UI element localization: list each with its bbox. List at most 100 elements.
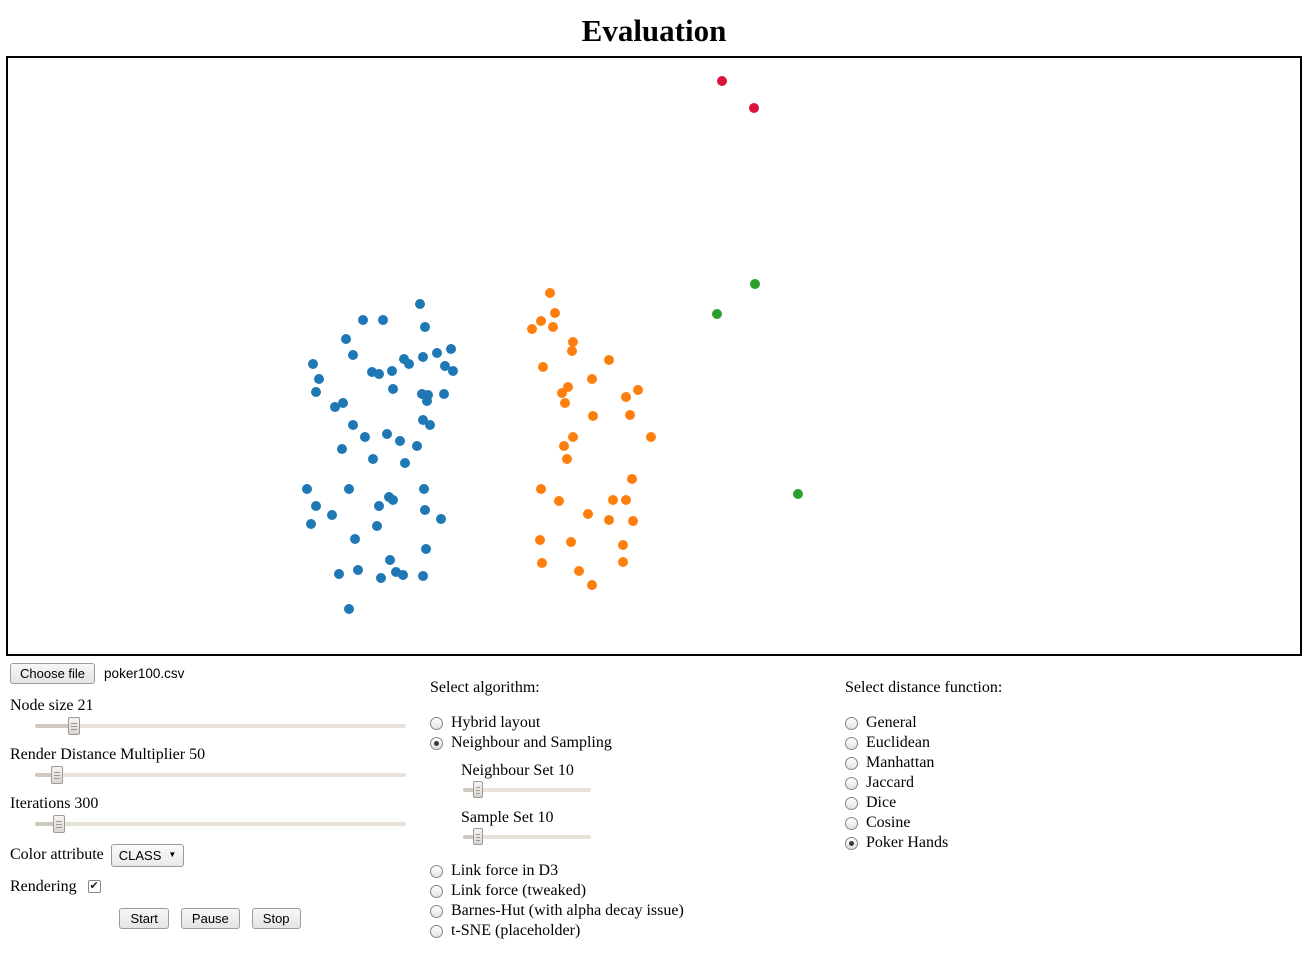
radio-barnes-hut-with-alpha-decay-issue[interactable]: Barnes-Hut (with alpha decay issue) <box>430 901 842 921</box>
radio-link-force-in-d3[interactable]: Link force in D3 <box>430 861 842 881</box>
scatter-point-class-orange <box>567 346 577 356</box>
controls-panel: Choose file poker100.csv Node size 21 Ren… <box>6 656 1302 952</box>
scatter-point-class-red <box>717 76 727 86</box>
scatter-point-class-orange <box>563 382 573 392</box>
radio-jaccard[interactable]: Jaccard <box>845 773 1165 793</box>
scatter-point-class-blue <box>311 387 321 397</box>
scatter-point-class-orange <box>621 495 631 505</box>
scatter-point-class-blue <box>330 402 340 412</box>
scatter-point-class-blue <box>388 384 398 394</box>
scatter-point-class-orange <box>568 432 578 442</box>
distance-function-column: Select distance function: General Euclide… <box>845 656 1165 853</box>
scatter-point-class-blue <box>422 396 432 406</box>
radio-link-force-tweaked[interactable]: Link force (tweaked) <box>430 881 842 901</box>
scatter-point-class-blue <box>302 484 312 494</box>
scatter-point-class-orange <box>587 374 597 384</box>
algorithm-heading: Select algorithm: <box>430 679 540 696</box>
scatter-point-class-orange <box>587 580 597 590</box>
sample-set-slider-thumb[interactable] <box>472 828 483 845</box>
scatter-point-class-orange <box>568 337 578 347</box>
scatter-point-class-orange <box>548 322 558 332</box>
scatter-point-class-orange <box>628 516 638 526</box>
node-size-slider[interactable] <box>35 715 406 737</box>
rendering-checkbox[interactable]: ✔ <box>87 880 101 893</box>
scatter-point-class-blue <box>448 366 458 376</box>
node-size-slider-track[interactable] <box>35 724 406 728</box>
iterations-slider-track[interactable] <box>35 822 406 826</box>
iterations-slider[interactable] <box>35 813 406 835</box>
iterations-label: Iterations 300 <box>10 795 99 812</box>
neighbour-set-slider-thumb[interactable] <box>472 781 483 798</box>
node-size-slider-fill <box>35 724 74 728</box>
pause-button[interactable]: Pause <box>180 908 240 929</box>
radio-button-icon <box>430 864 443 878</box>
scatter-point-class-blue <box>440 361 450 371</box>
radio-cosine[interactable]: Cosine <box>845 813 1165 833</box>
scatter-point-class-blue <box>372 521 382 531</box>
iterations-slider-thumb[interactable] <box>53 815 66 833</box>
radio-label: Manhattan <box>866 754 935 771</box>
radio-button-icon <box>845 796 858 810</box>
scatter-point-class-blue <box>337 444 347 454</box>
start-button[interactable]: Start <box>119 908 169 929</box>
radio-label: Link force (tweaked) <box>451 882 587 899</box>
scatter-point-class-blue <box>421 544 431 554</box>
radio-general[interactable]: General <box>845 713 1165 733</box>
render-distance-multiplier-slider[interactable] <box>35 764 406 786</box>
scatter-point-class-orange <box>536 316 546 326</box>
scatter-point-class-orange <box>574 566 584 576</box>
scatter-point-class-blue <box>425 420 435 430</box>
scatter-point-class-blue <box>400 458 410 468</box>
radio-poker-hands[interactable]: Poker Hands <box>845 833 1165 853</box>
scatter-point-class-blue <box>391 567 401 577</box>
scatter-point-class-blue <box>385 555 395 565</box>
scatter-point-class-blue <box>423 390 433 400</box>
scatter-point-class-orange <box>538 362 548 372</box>
choose-file-button[interactable]: Choose file <box>10 663 96 684</box>
scatter-point-class-blue <box>360 432 370 442</box>
radio-label: Cosine <box>866 814 911 831</box>
radio-label: Poker Hands <box>866 834 949 851</box>
radio-euclidean[interactable]: Euclidean <box>845 733 1165 753</box>
radio-neighbour-and-sampling[interactable]: Neighbour and Sampling <box>430 733 842 753</box>
scatter-point-class-blue <box>376 573 386 583</box>
render-distance-multiplier-label: Render Distance Multiplier 50 <box>10 746 206 763</box>
radio-dice[interactable]: Dice <box>845 793 1165 813</box>
scatter-point-class-blue <box>395 436 405 446</box>
sample-set-slider[interactable] <box>463 827 591 847</box>
evaluation-canvas[interactable] <box>6 56 1302 656</box>
radio-manhattan[interactable]: Manhattan <box>845 753 1165 773</box>
radio-label: Hybrid layout <box>451 714 541 731</box>
scatter-point-class-blue <box>439 389 449 399</box>
scatter-point-class-orange <box>566 537 576 547</box>
radio-button-icon <box>845 756 858 770</box>
scatter-point-class-blue <box>341 334 351 344</box>
scatter-point-class-blue <box>387 366 397 376</box>
scatter-point-class-blue <box>420 505 430 515</box>
scatter-point-class-blue <box>344 484 354 494</box>
node-size-slider-thumb[interactable] <box>67 717 80 735</box>
scatter-point-class-orange <box>550 308 560 318</box>
sample-set-slider-track[interactable] <box>463 835 591 839</box>
scatter-point-class-blue <box>350 534 360 544</box>
radio-hybrid-layout[interactable]: Hybrid layout <box>430 713 842 733</box>
scatter-point-class-orange <box>608 495 618 505</box>
page-title: Evaluation <box>581 13 727 48</box>
radio-button-icon <box>430 884 443 898</box>
scatter-point-class-orange <box>535 535 545 545</box>
scatter-point-class-orange <box>583 509 593 519</box>
color-attribute-selected-value: CLASS <box>118 847 162 863</box>
stop-button[interactable]: Stop <box>251 908 301 929</box>
render-distance-multiplier-slider-thumb[interactable] <box>51 766 64 784</box>
iterations-value: 300 <box>74 795 99 812</box>
general-controls-column: Choose file poker100.csv Node size 21 Ren… <box>10 656 426 929</box>
sample-set-slider-fill <box>463 835 478 839</box>
algorithm-column: Select algorithm: Hybrid layout Neighbour… <box>430 656 842 941</box>
neighbour-set-slider[interactable] <box>463 780 591 800</box>
render-distance-multiplier-slider-track[interactable] <box>35 773 406 777</box>
radio-t-sne-placeholder[interactable]: t-SNE (placeholder) <box>430 921 842 941</box>
color-attribute-select[interactable]: CLASS ▼ <box>110 843 185 867</box>
scatter-point-class-blue <box>446 344 456 354</box>
neighbour-set-slider-track[interactable] <box>463 788 591 792</box>
scatter-point-class-blue <box>432 348 442 358</box>
